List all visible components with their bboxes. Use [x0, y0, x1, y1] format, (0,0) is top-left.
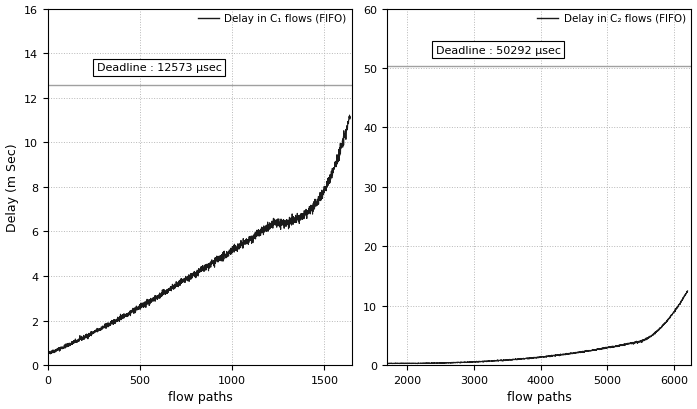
- Legend: Delay in C₁ flows (FIFO): Delay in C₁ flows (FIFO): [195, 11, 350, 27]
- Text: Deadline : 50292 μsec: Deadline : 50292 μsec: [436, 45, 560, 56]
- X-axis label: flow paths: flow paths: [167, 391, 232, 403]
- Legend: Delay in C₂ flows (FIFO): Delay in C₂ flows (FIFO): [535, 11, 689, 27]
- Y-axis label: Delay (m Sec): Delay (m Sec): [6, 143, 19, 231]
- Text: Deadline : 12573 μsec: Deadline : 12573 μsec: [97, 63, 222, 73]
- X-axis label: flow paths: flow paths: [507, 391, 572, 403]
